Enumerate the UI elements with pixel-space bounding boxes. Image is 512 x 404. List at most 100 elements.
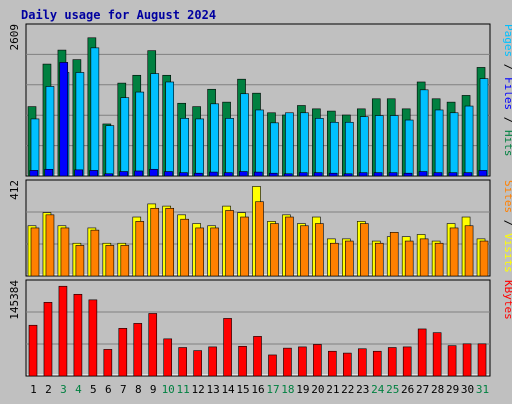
bar-sites-day-10 <box>165 207 175 277</box>
bar-kbytes-day-8 <box>133 323 143 377</box>
bar-kbytes-day-29 <box>447 345 457 377</box>
bar-pages-day-9 <box>149 168 158 177</box>
bar-files-day-12 <box>195 118 204 177</box>
x-tick-label: 30 <box>461 383 474 396</box>
x-tick-label: 26 <box>401 383 414 396</box>
bar-kbytes-day-23 <box>357 348 367 377</box>
bar-sites-day-13 <box>210 227 219 277</box>
bar-pages-day-1 <box>29 170 39 177</box>
bar-files-day-17 <box>270 122 279 177</box>
panels-layer: 2609 Pages / Files / Hits 412 Sites / Visit… <box>8 23 512 377</box>
bar-kbytes-day-27 <box>417 328 427 377</box>
bar-sites-day-7 <box>120 245 130 277</box>
panel-1: 2609 Pages / Files / Hits <box>8 23 512 177</box>
bar-files-day-11 <box>180 118 189 177</box>
bar-pages-day-8 <box>134 170 143 177</box>
x-tick-label: 3 <box>60 383 67 396</box>
x-tick-label: 11 <box>177 383 190 396</box>
bar-pages-day-3 <box>59 62 69 177</box>
bar-sites-day-9 <box>150 207 160 277</box>
bar-sites-day-16 <box>255 201 264 277</box>
bar-files-day-25 <box>389 115 399 177</box>
bar-files-day-1 <box>30 118 40 177</box>
bar-sites-day-29 <box>449 227 459 277</box>
bar-kbytes-day-12 <box>193 350 202 377</box>
x-tick-label: 18 <box>281 383 294 396</box>
panel-3: 145384 KBytes <box>8 279 512 377</box>
x-tick-label: 2 <box>45 383 52 396</box>
bar-pages-day-28 <box>433 172 443 177</box>
bar-pages-day-2 <box>44 168 54 177</box>
bar-pages-day-25 <box>388 172 398 177</box>
panel-2: 412 Sites / Visits <box>8 179 512 277</box>
bar-kbytes-day-31 <box>477 343 487 377</box>
bar-sites-day-4 <box>75 245 85 277</box>
bar-kbytes-day-13 <box>208 346 217 377</box>
bar-pages-day-11 <box>179 172 188 177</box>
y-max-label: 145384 <box>8 280 21 320</box>
x-tick-label: 9 <box>150 383 157 396</box>
y-max-label: 2609 <box>8 24 21 51</box>
bar-kbytes-day-15 <box>238 345 247 377</box>
bar-sites-day-31 <box>479 240 489 277</box>
x-tick-label: 22 <box>341 383 354 396</box>
bar-files-day-30 <box>464 105 474 177</box>
bar-sites-day-22 <box>345 240 354 277</box>
bar-files-day-5 <box>90 47 100 177</box>
x-tick-label: 12 <box>192 383 205 396</box>
bar-files-day-8 <box>135 91 145 177</box>
bar-sites-day-21 <box>330 242 339 277</box>
legend-item: Files <box>502 77 512 110</box>
bar-kbytes-day-26 <box>402 346 412 377</box>
bar-pages-day-13 <box>209 171 218 177</box>
x-tick-label: 6 <box>105 383 112 396</box>
bar-kbytes-day-3 <box>58 285 68 377</box>
bar-pages-day-27 <box>418 171 428 177</box>
bar-files-day-23 <box>359 116 369 177</box>
x-tick-label: 13 <box>206 383 219 396</box>
bar-files-day-19 <box>300 112 309 177</box>
bar-sites-day-28 <box>434 242 444 277</box>
bar-kbytes-day-16 <box>253 336 262 377</box>
x-tick-label: 28 <box>431 383 444 396</box>
x-tick-label: 16 <box>251 383 264 396</box>
bar-files-day-15 <box>240 93 249 177</box>
bar-sites-day-27 <box>419 238 429 277</box>
legend-item: Hits <box>502 130 512 157</box>
bar-sites-day-26 <box>404 240 414 277</box>
x-tick-label: 29 <box>446 383 459 396</box>
bar-files-day-24 <box>374 115 384 177</box>
bar-sites-day-1 <box>30 227 40 277</box>
bar-pages-day-4 <box>74 169 84 177</box>
bar-kbytes-day-9 <box>148 313 158 377</box>
bar-kbytes-day-5 <box>88 299 98 377</box>
bar-kbytes-day-21 <box>328 350 337 377</box>
bar-kbytes-day-25 <box>387 347 397 377</box>
bar-pages-day-16 <box>254 171 263 177</box>
bar-pages-day-20 <box>313 172 323 177</box>
bar-sites-day-3 <box>60 227 70 277</box>
legend-item: / <box>502 213 512 233</box>
bar-sites-day-18 <box>285 216 294 277</box>
bar-pages-day-6 <box>104 173 113 177</box>
bar-files-day-31 <box>479 78 489 177</box>
bar-sites-day-11 <box>180 218 189 277</box>
bar-sites-day-23 <box>359 223 369 277</box>
bar-pages-day-31 <box>478 170 488 177</box>
legend-item: / <box>502 57 512 77</box>
bar-files-day-9 <box>150 73 160 177</box>
bar-kbytes-day-1 <box>28 324 38 377</box>
bar-pages-day-26 <box>403 172 413 177</box>
bar-pages-day-30 <box>463 172 473 177</box>
bar-pages-day-21 <box>328 172 338 177</box>
bar-sites-day-19 <box>300 225 309 277</box>
bar-kbytes-day-7 <box>118 328 128 377</box>
bar-files-day-7 <box>120 97 130 177</box>
y-max-label: 412 <box>8 180 21 200</box>
chart-title: Daily usage for August 2024 <box>21 8 216 22</box>
bar-pages-day-19 <box>298 172 308 177</box>
bar-pages-day-10 <box>164 171 173 177</box>
bar-pages-day-29 <box>448 172 458 177</box>
bar-files-day-2 <box>45 86 55 177</box>
bar-pages-day-23 <box>358 172 368 177</box>
